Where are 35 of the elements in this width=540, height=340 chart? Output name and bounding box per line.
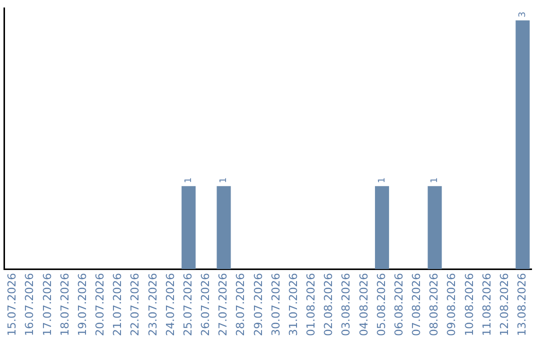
- x-tick-label: 17.07.2026: [40, 273, 54, 336]
- x-tick-label: 11.08.2026: [480, 273, 494, 336]
- x-tick-label: 15.07.2026: [6, 273, 19, 336]
- data-label: 1: [430, 177, 440, 184]
- x-tick-label: 21.07.2026: [111, 273, 124, 336]
- x-tick-label: 05.08.2026: [374, 273, 388, 336]
- x-tick-label: 07.08.2026: [410, 273, 424, 336]
- x-tick-label: 20.07.2026: [94, 273, 107, 336]
- x-tick-label: 12.08.2026: [498, 273, 511, 336]
- x-tick-label: 28.07.2026: [234, 273, 248, 336]
- x-tick-label: 31.07.2026: [286, 273, 300, 336]
- x-tick-label: 29.07.2026: [252, 273, 265, 336]
- x-tick-label: 10.08.2026: [462, 273, 476, 336]
- x-tick-label: 19.07.2026: [76, 273, 89, 336]
- x-tick-label: 09.08.2026: [445, 273, 458, 336]
- x-tick-label: 26.07.2026: [199, 273, 212, 336]
- x-tick-label: 24.07.2026: [164, 273, 177, 336]
- x-tick-label: 25.07.2026: [181, 273, 194, 336]
- data-label: 1: [219, 177, 230, 184]
- x-tick-label: 23.07.2026: [146, 273, 160, 336]
- x-tick-label: 16.07.2026: [23, 273, 36, 336]
- x-tick-label: 08.08.2026: [428, 273, 441, 336]
- data-label: 1: [377, 177, 388, 184]
- x-tick-label: 22.07.2026: [128, 273, 142, 336]
- data-label: 3: [518, 12, 528, 18]
- x-tick-label: 04.08.2026: [357, 273, 370, 336]
- x-tick-label: 03.08.2026: [340, 273, 353, 336]
- x-tick-label: 01.08.2026: [304, 273, 318, 336]
- x-tick-label: 30.07.2026: [269, 273, 282, 336]
- x-tick-label: 27.07.2026: [216, 273, 230, 336]
- x-tick-label: 13.08.2026: [516, 273, 529, 336]
- x-tick-label: 02.08.2026: [322, 273, 336, 336]
- data-label: 1: [184, 177, 194, 184]
- x-tick-label: 06.08.2026: [392, 273, 406, 336]
- x-tick-label: 18.07.2026: [58, 273, 72, 336]
